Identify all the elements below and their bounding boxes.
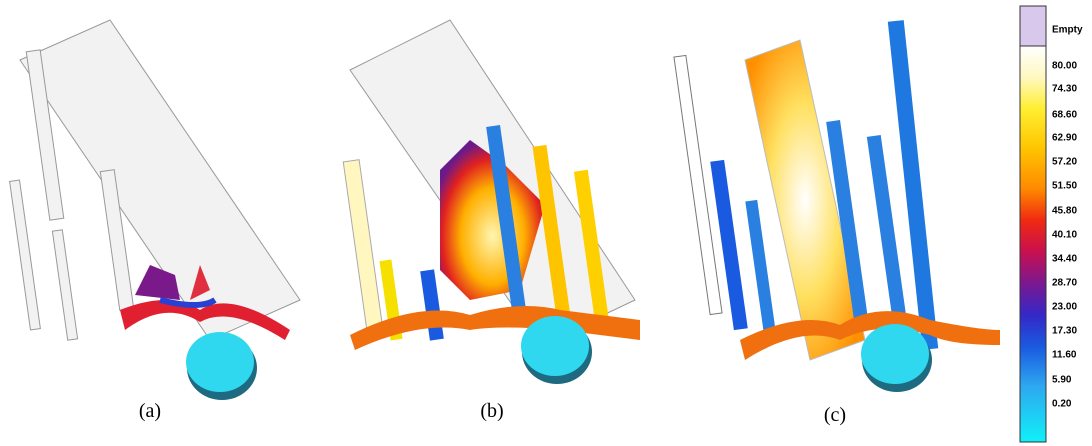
scale-label: 74.30 (1052, 84, 1077, 95)
scale-label: 57.20 (1052, 157, 1077, 168)
scale-label: 17.30 (1052, 326, 1077, 337)
scale-label: 0.20 (1052, 399, 1072, 410)
scale-label: 68.60 (1052, 110, 1077, 121)
scale-label: 5.90 (1052, 375, 1072, 386)
scale-label: 23.00 (1052, 302, 1077, 313)
panel-label: (a) (139, 400, 161, 422)
figure: (a) (b) (c) Empty 80.00 74.30 68.60 62.90 57.20 5… (0, 0, 1092, 446)
scale-label: 45.80 (1052, 206, 1077, 217)
scale-label: 28.70 (1052, 278, 1077, 289)
scale-label: 51.50 (1052, 181, 1077, 192)
panel-label: (c) (824, 404, 846, 426)
scale-label: 62.90 (1052, 133, 1077, 144)
label-layer: (a) (b) (c) Empty 80.00 74.30 68.60 62.90 57.20 5… (0, 0, 1092, 446)
scale-label: 11.60 (1052, 350, 1077, 361)
scale-label: Empty (1052, 25, 1083, 36)
scale-label: 34.40 (1052, 254, 1077, 265)
scale-label: 40.10 (1052, 230, 1077, 241)
panel-label: (b) (480, 400, 503, 422)
scale-label: 80.00 (1052, 61, 1077, 72)
